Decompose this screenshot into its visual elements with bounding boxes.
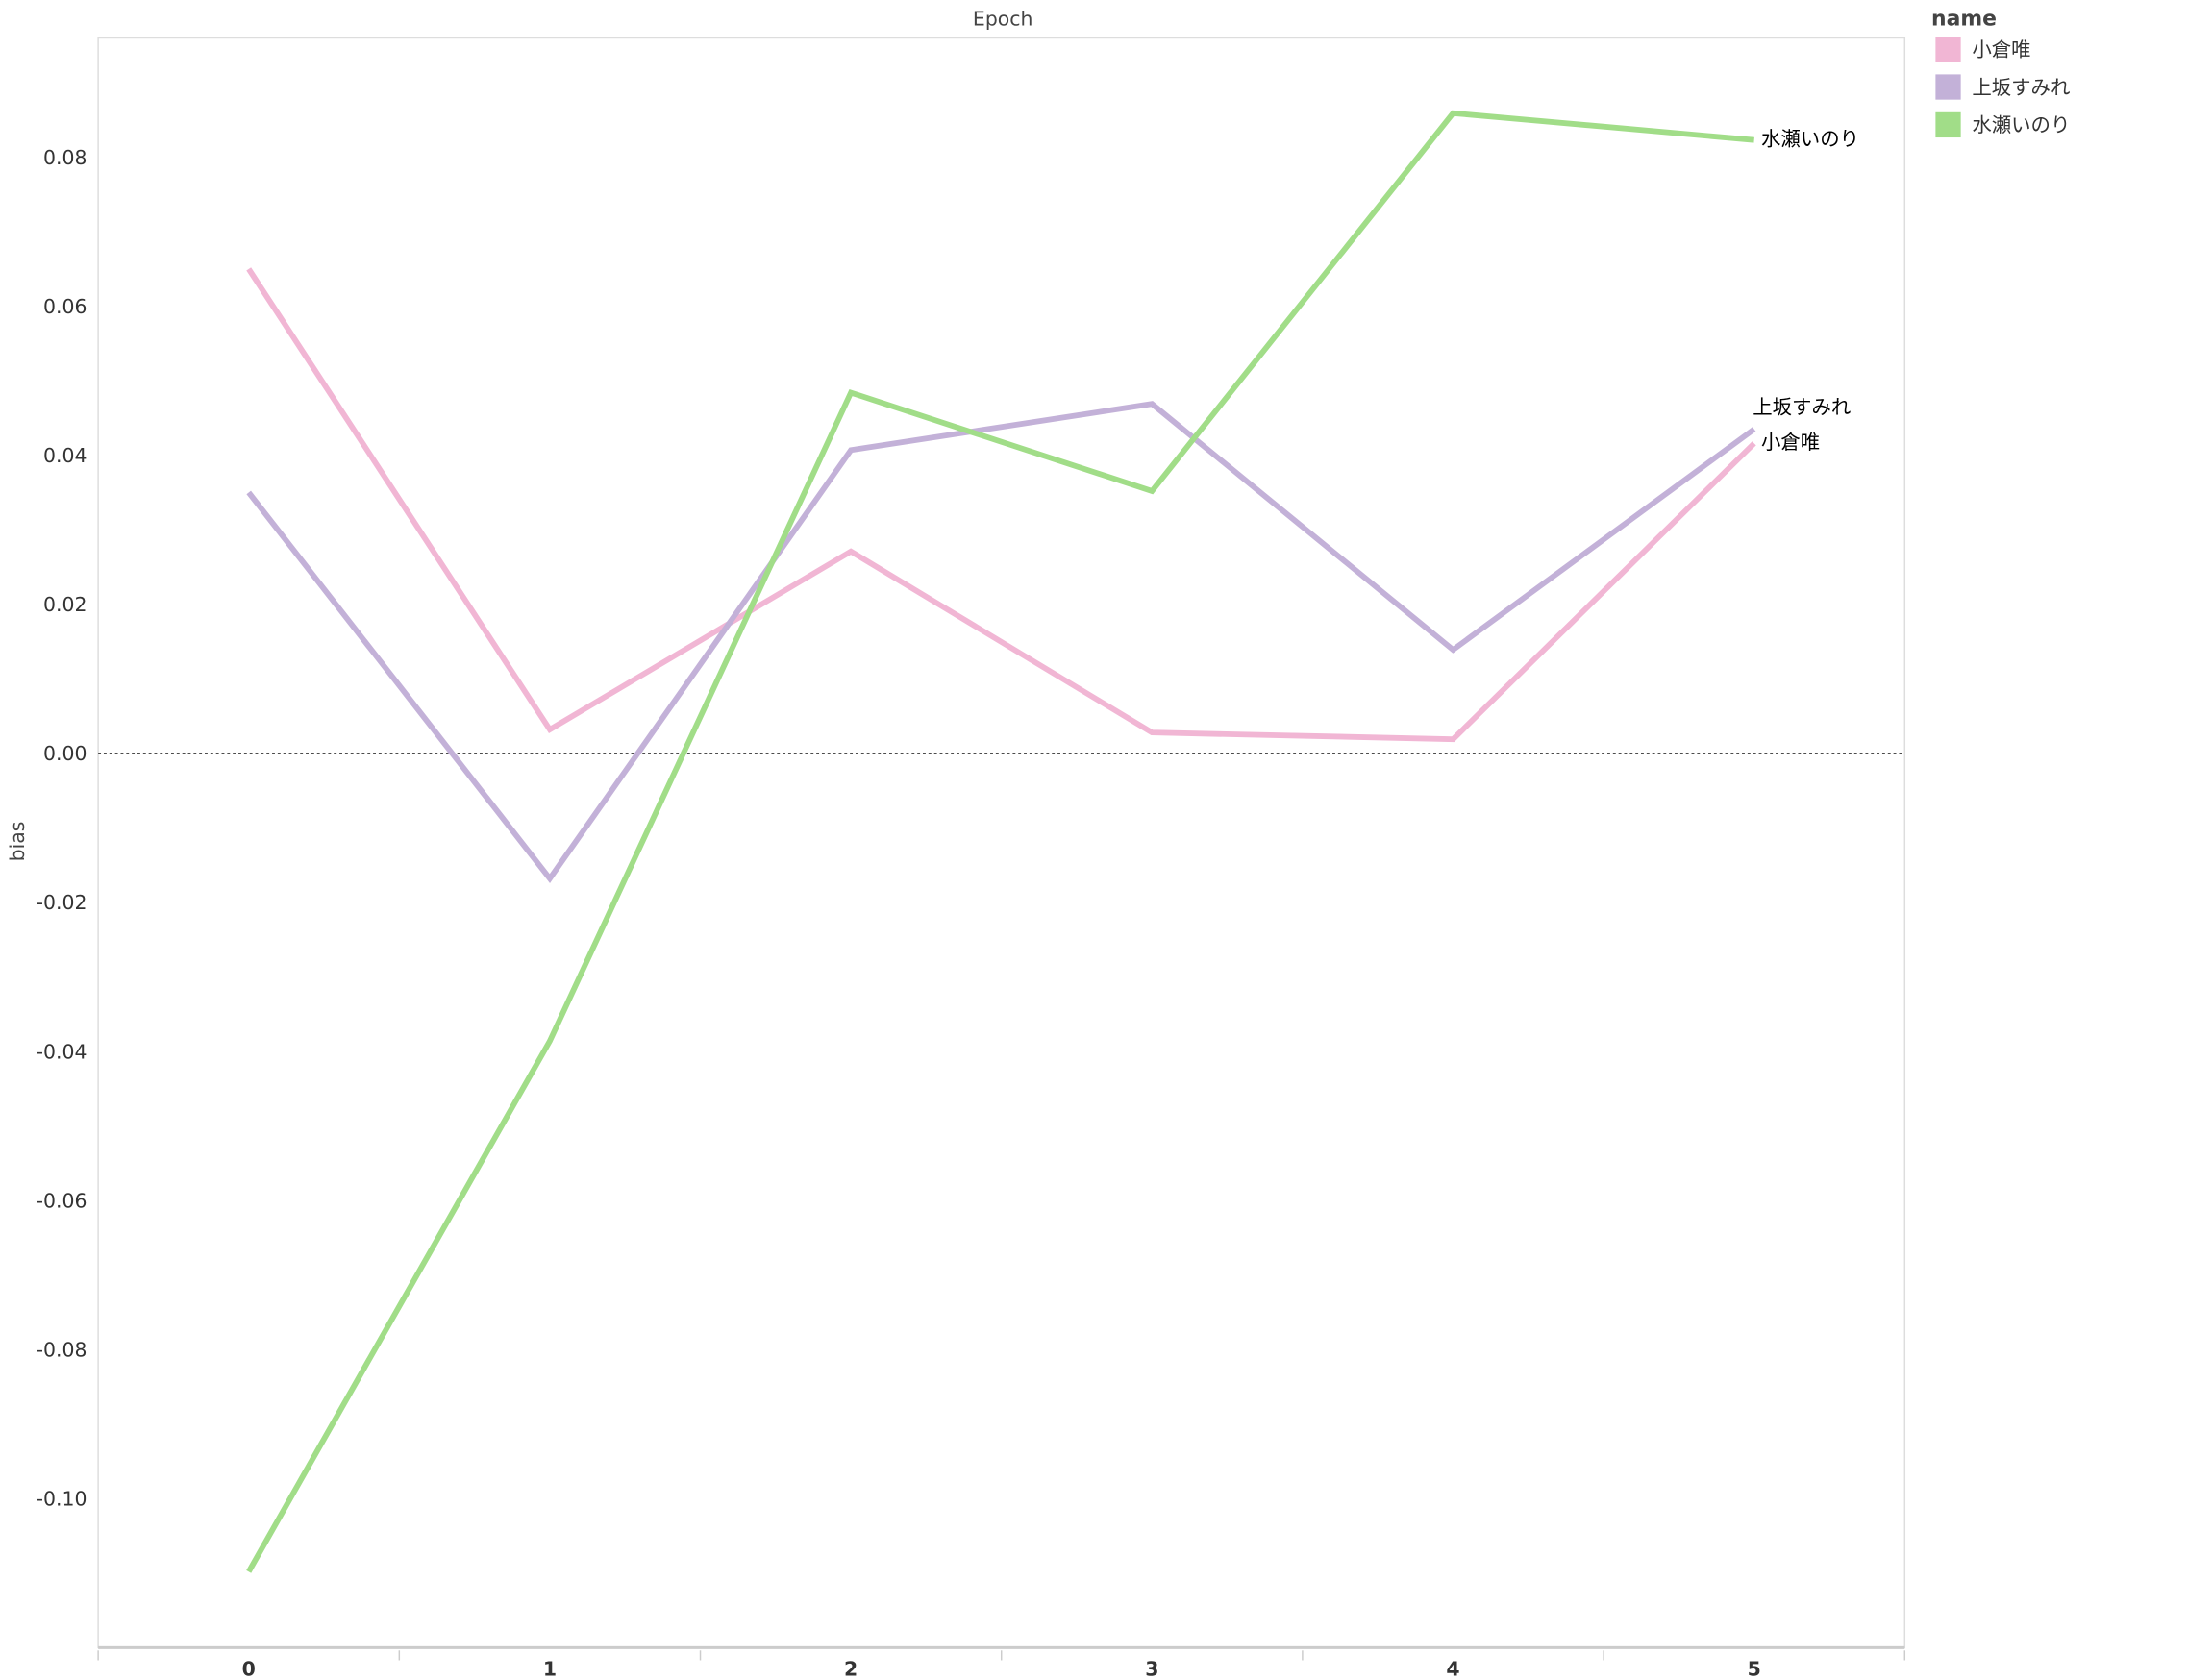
series-end-label: 上坂すみれ xyxy=(1753,396,1851,419)
y-tick-label: -0.06 xyxy=(37,1189,87,1212)
legend-swatch xyxy=(1935,37,1961,62)
y-axis-title: bias xyxy=(6,822,29,862)
y-tick-label: 0.08 xyxy=(43,146,87,169)
y-tick-label: -0.10 xyxy=(37,1488,87,1511)
y-tick-label: -0.02 xyxy=(37,891,87,914)
legend-label: 小倉唯 xyxy=(1972,37,2030,61)
x-tick-label: 0 xyxy=(242,1658,256,1680)
series-line-1 xyxy=(246,267,1756,743)
legend-label: 水瀬いのり xyxy=(1972,113,2070,136)
series-end-label: 水瀬いのり xyxy=(1761,128,1859,151)
y-tick-label: 0.00 xyxy=(43,742,87,765)
series-end-label: 小倉唯 xyxy=(1761,431,1820,454)
legend-swatch xyxy=(1935,74,1961,100)
x-tick-label: 2 xyxy=(844,1658,858,1680)
x-axis-title: Epoch xyxy=(973,7,1032,30)
x-tick-label: 4 xyxy=(1446,1658,1459,1680)
legend-label: 上坂すみれ xyxy=(1972,76,2070,99)
y-tick-label: 0.02 xyxy=(43,593,87,616)
legend-title: name xyxy=(1931,7,1997,31)
series-line-3 xyxy=(246,110,1754,1573)
x-tick-label: 1 xyxy=(543,1658,557,1680)
y-tick-label: -0.08 xyxy=(37,1338,87,1361)
x-tick-label: 3 xyxy=(1145,1658,1158,1680)
legend-swatch xyxy=(1935,111,1961,138)
y-tick-label: 0.04 xyxy=(43,444,87,467)
plot-frame xyxy=(97,37,1906,1649)
series-line-2 xyxy=(246,401,1756,884)
x-tick-label: 5 xyxy=(1748,1658,1761,1680)
y-tick-label: 0.06 xyxy=(43,295,87,318)
y-tick-label: -0.04 xyxy=(37,1040,87,1063)
